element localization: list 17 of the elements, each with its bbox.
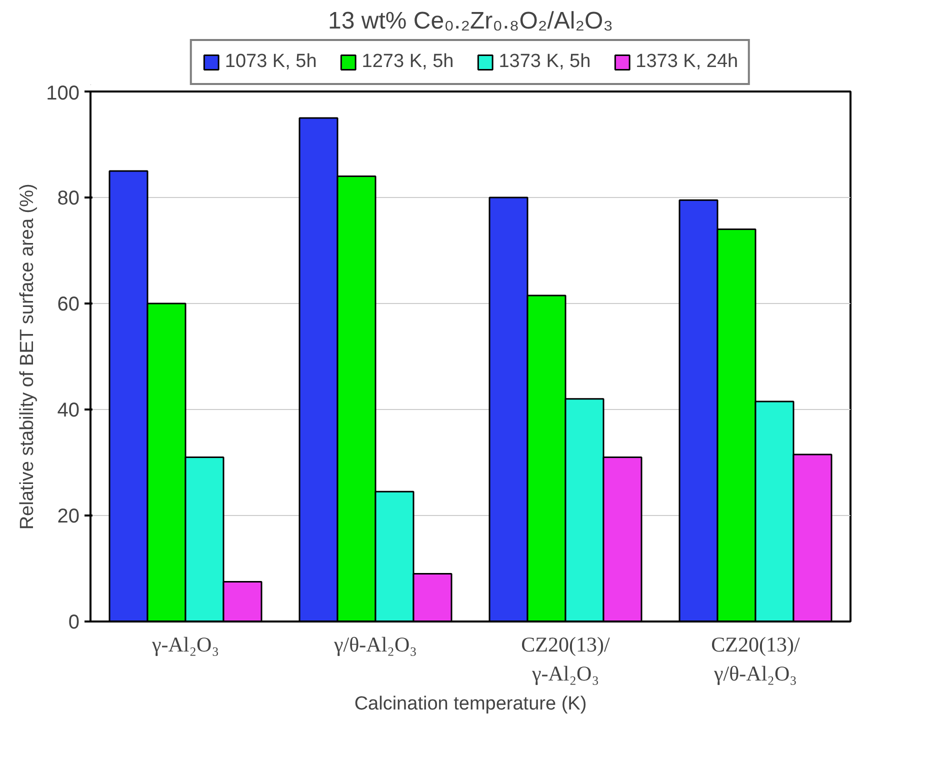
chart-title: 13 wt% Ce₀.₂Zr₀.₈O₂/Al₂O₃	[328, 8, 613, 34]
legend-label: 1373 K, 5h	[498, 51, 591, 73]
y-axis-title: Relative stability of BET surface area (%)	[17, 184, 38, 530]
y-tick-label: 80	[57, 188, 80, 210]
x-tick-label: CZ20(13)/ γ/θ-Al₂O₃	[711, 632, 800, 686]
y-tick-label: 60	[57, 294, 80, 316]
y-tick-label: 0	[68, 612, 80, 634]
x-axis-title: Calcination temperature (K)	[354, 693, 587, 714]
legend-label: 1073 K, 5h	[224, 51, 317, 73]
y-tick-label: 40	[57, 400, 80, 422]
x-tick-label: γ/θ-Al₂O₃	[333, 632, 417, 656]
x-tick-label: γ-Al₂O₃	[150, 632, 220, 656]
legend-label: 1273 K, 5h	[362, 51, 454, 73]
x-tick-label: CZ20(13)/ γ-Al₂O₃	[521, 632, 610, 686]
legend-label: 1373 K, 24h	[636, 51, 738, 73]
y-tick-label: 100	[46, 82, 80, 104]
y-tick-label: 20	[57, 506, 80, 528]
